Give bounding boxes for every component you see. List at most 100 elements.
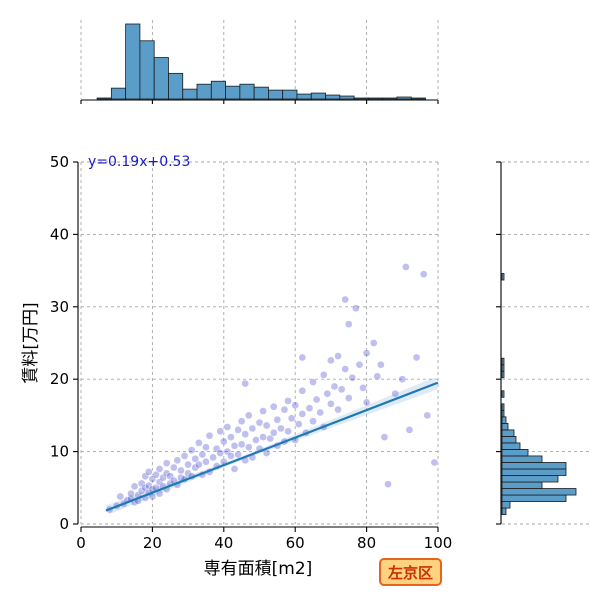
scatter-point [309,417,317,426]
scatter-point [423,411,432,420]
regression-equation: y=0.19x+0.53 [88,154,190,170]
scatter-point [398,375,407,384]
scatter-point [187,446,196,455]
scatter-point [227,452,235,460]
scatter-point [341,365,350,373]
x-hist-bar [296,93,312,100]
scatter-point [152,470,160,479]
x-hist-bar [325,94,341,100]
scatter-point [209,453,217,462]
scatter-point [344,394,353,402]
x-hist-bar [196,83,212,100]
x-histogram [80,20,439,104]
scatter-point [312,395,321,404]
y-hist-bar [501,273,505,281]
scatter-point [298,410,307,418]
spines [73,161,439,532]
scatter-point [273,415,282,424]
x-tick-label: 80 [357,534,376,552]
x-hist-bar [396,96,412,100]
x-hist-bar [182,88,198,100]
y-tick-labels: 0 10 20 30 40 50 [50,153,69,533]
scatter-point [298,386,307,395]
scatter-point [237,440,246,449]
x-hist-bar [139,40,155,100]
scatter-point [194,439,203,447]
scatter-point [309,378,317,386]
scatter-point [316,408,325,417]
scatter-point [230,465,239,473]
scatter-point [362,349,371,357]
x-hist-bar [253,86,269,100]
scatter-point [291,401,300,410]
ward-badge: 左京区 [379,558,442,586]
regression-line [105,381,439,512]
scatter-point [237,417,246,426]
y-hist-bar [501,468,567,476]
y-hist-bar [501,409,505,418]
x-hist-bar [225,85,241,100]
scatter-point [248,424,257,433]
scatter-point [334,405,342,414]
x-hist-bar [268,89,284,100]
x-hist-bar [382,97,398,100]
scatter-point [352,304,360,313]
ward-badge-label: 左京区 [387,564,433,582]
x-hist-bar [282,89,298,100]
scatter-point [284,427,292,436]
scatter-point [205,431,214,440]
x-hist-bar [96,97,112,100]
x-hist-bar [125,23,141,100]
scatter-point [341,295,350,304]
scatter-point [330,382,339,391]
scatter-point [173,456,182,465]
scatter-point [219,437,228,446]
scatter-point [319,371,328,379]
scatter-point [234,426,242,434]
y-hist-bar [501,488,577,496]
scatter-point [280,405,289,414]
scatter-point [430,458,439,467]
scatter-point [169,463,178,472]
scatter-point [234,450,242,459]
scatter-point [294,420,303,428]
scatter-point [241,379,250,388]
x-hist-bar [210,80,226,100]
scatter-point [216,427,225,436]
grid [80,161,439,525]
y-tick-label: 10 [50,443,69,461]
scatter-point [262,421,271,430]
scatter-point [269,428,278,437]
y-hist-bar [501,370,505,379]
y-hist-bar [501,364,505,372]
scatter-point [244,411,253,420]
y-tick-label: 50 [50,153,69,171]
scatter-points [105,263,439,514]
y-hist-bar [501,455,543,463]
scatter-point [255,418,264,427]
scatter-point [266,434,275,443]
x-tick-label: 40 [214,534,233,552]
x-tick-label: 100 [424,534,453,552]
x-hist-bar [153,57,169,100]
scatter-point [162,459,171,468]
scatter-point [327,399,335,408]
scatter-point [344,320,353,329]
scatter-point [259,433,267,441]
scatter-point [144,468,153,476]
scatter-point [202,457,210,466]
y-hist-bar [501,403,505,411]
scatter-point [269,402,278,411]
scatter-point [198,450,207,459]
x-axis-title: 専有面積[m2] [204,559,313,579]
scatter-point [184,460,192,469]
x-hist-bar [110,87,127,100]
x-hist-bar [410,97,426,100]
scatter-point [287,414,296,423]
x-hist-bar [353,97,369,100]
scatter-point [230,441,239,450]
scatter-point [377,360,385,369]
scatter-point [194,460,203,469]
x-tick-labels: 0 20 40 60 80 100 [76,534,452,552]
